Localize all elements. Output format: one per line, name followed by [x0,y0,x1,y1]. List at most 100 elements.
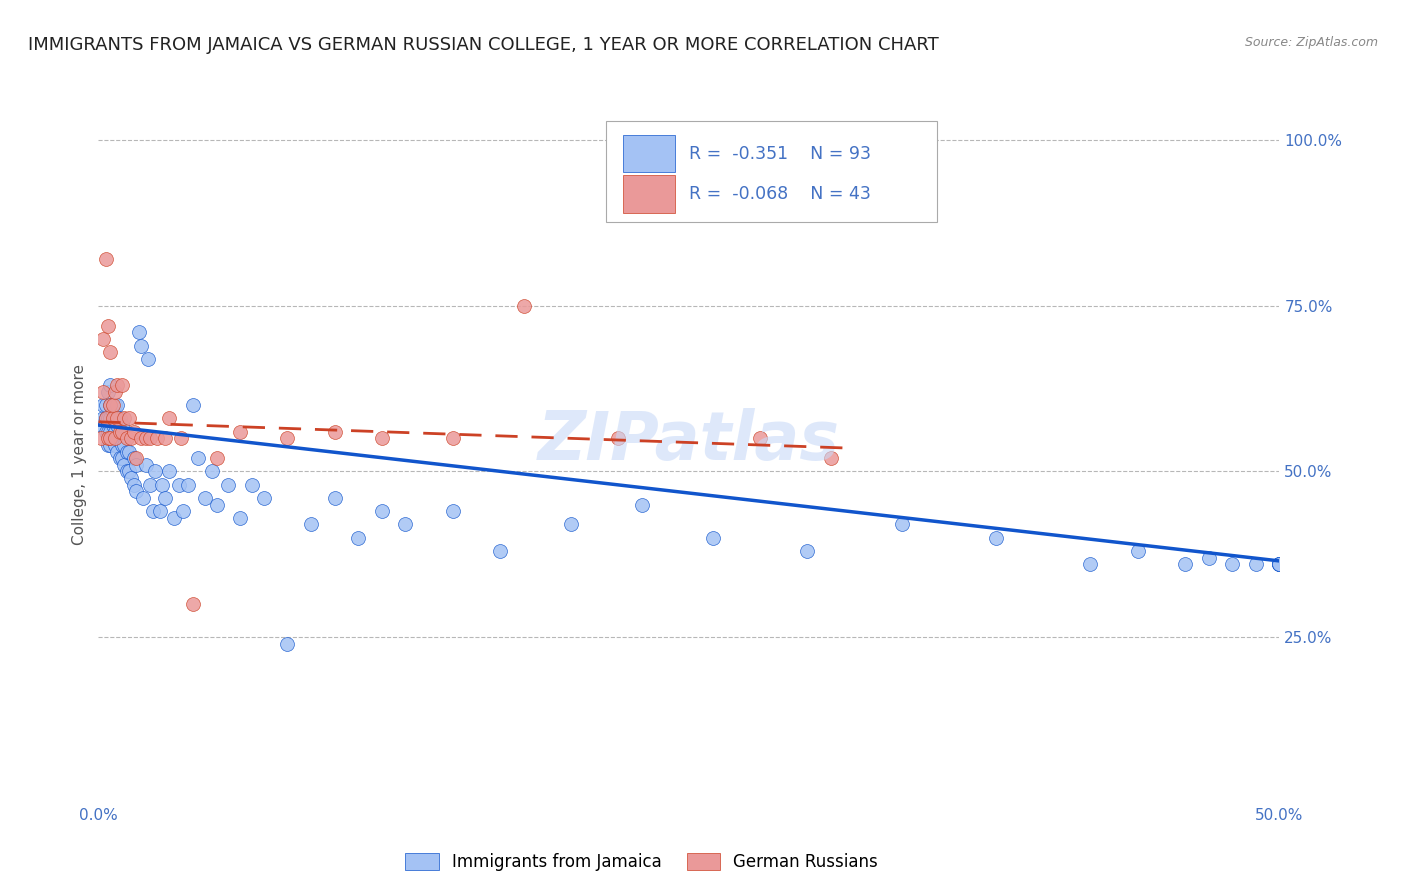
Point [240,477,263,491]
Point [122,451,145,466]
Point [98,431,121,445]
Text: ZIPatlas: ZIPatlas [538,408,839,474]
Point [1244,558,1267,572]
Point [118,465,141,479]
Point [229,511,252,525]
Point [153,431,176,445]
Point [201,465,224,479]
Point [111,418,134,433]
Point [98,425,121,439]
Point [94,252,117,267]
Point [347,531,370,545]
Point [90,418,112,433]
Point [142,504,165,518]
Point [139,431,162,445]
Point [702,531,724,545]
FancyBboxPatch shape [623,175,675,213]
Point [97,425,120,439]
Point [112,458,135,472]
Point [163,511,186,525]
Point [105,431,128,445]
Point [98,398,121,412]
Point [441,504,464,518]
Point [118,411,141,425]
FancyBboxPatch shape [623,135,675,172]
Point [101,418,124,433]
Point [118,444,141,458]
Point [122,477,145,491]
Point [1198,550,1220,565]
Point [98,438,121,452]
Point [125,451,148,466]
Point [489,544,512,558]
Point [108,425,131,439]
Point [820,451,842,466]
Point [323,491,346,505]
Point [105,378,128,392]
Point [1174,558,1197,572]
Point [97,318,120,333]
Point [630,498,652,512]
Point [253,491,276,505]
Point [128,326,150,340]
Point [1126,544,1149,558]
Point [108,411,131,425]
Point [1268,558,1291,572]
Point [276,431,298,445]
Point [101,411,124,425]
Point [97,411,120,425]
Y-axis label: College, 1 year or more: College, 1 year or more [72,365,87,545]
Point [194,491,217,505]
Text: IMMIGRANTS FROM JAMAICA VS GERMAN RUSSIAN COLLEGE, 1 YEAR OR MORE CORRELATION CH: IMMIGRANTS FROM JAMAICA VS GERMAN RUSSIA… [28,36,939,54]
Point [94,411,117,425]
Point [101,398,124,412]
Point [170,431,193,445]
Point [98,345,121,359]
Point [167,477,190,491]
Point [146,431,169,445]
Point [890,517,912,532]
Point [97,431,120,445]
Point [111,451,134,466]
Text: R =  -0.068    N = 43: R = -0.068 N = 43 [689,185,870,203]
Point [97,438,120,452]
Legend: Immigrants from Jamaica, German Russians: Immigrants from Jamaica, German Russians [399,847,884,878]
Point [177,477,200,491]
Point [187,451,209,466]
Point [371,504,394,518]
Point [115,465,138,479]
Point [132,491,155,505]
Point [104,384,127,399]
Point [217,477,239,491]
Point [94,411,117,425]
Point [122,425,145,439]
Point [101,431,124,445]
Point [276,637,298,651]
Point [135,458,157,472]
Point [121,471,143,485]
Point [205,498,228,512]
Point [129,431,152,445]
Point [1268,558,1291,572]
Point [115,431,138,445]
Point [108,451,131,466]
Point [104,438,127,452]
Point [984,531,1007,545]
Point [108,431,131,445]
Point [111,378,134,392]
Point [104,425,127,439]
Point [135,431,157,445]
Point [1268,558,1291,572]
Point [394,517,416,532]
Point [323,425,346,439]
Point [97,384,120,399]
Point [105,444,128,458]
Point [94,398,117,412]
Point [143,465,166,479]
Point [91,332,114,346]
Point [90,431,112,445]
Point [98,411,121,425]
Point [121,431,143,445]
Point [172,504,194,518]
Point [1268,558,1291,572]
